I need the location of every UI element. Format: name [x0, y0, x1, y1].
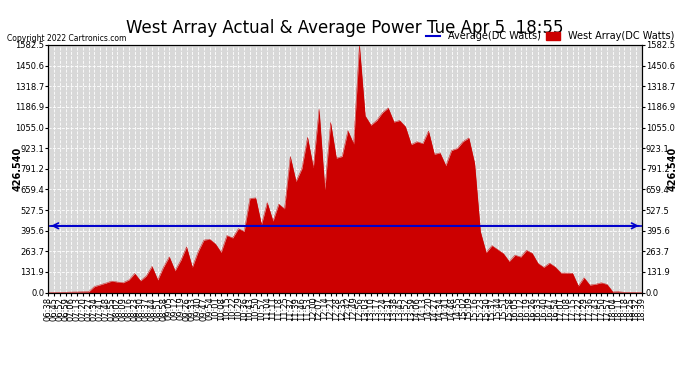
Text: West Array Actual & Average Power Tue Apr 5  18:55: West Array Actual & Average Power Tue Ap…	[126, 19, 564, 37]
Text: 426.540: 426.540	[12, 147, 22, 191]
Text: 426.540: 426.540	[668, 147, 678, 191]
Legend: Average(DC Watts), West Array(DC Watts): Average(DC Watts), West Array(DC Watts)	[422, 27, 678, 45]
Text: Copyright 2022 Cartronics.com: Copyright 2022 Cartronics.com	[7, 34, 126, 43]
